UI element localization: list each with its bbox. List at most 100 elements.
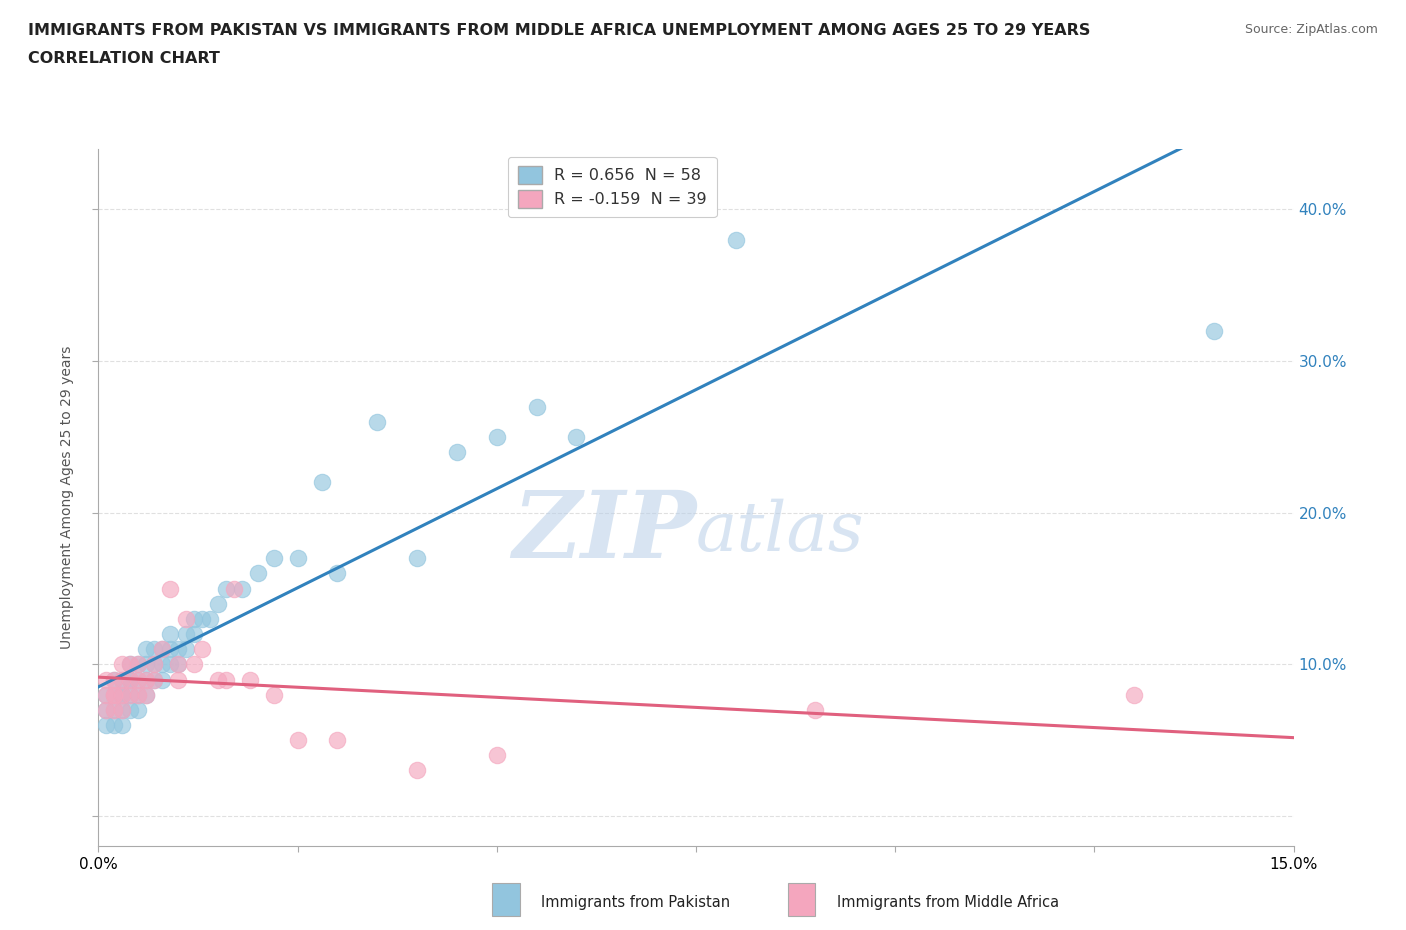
Point (191, 642, 214, 657)
Point (198, 611, 221, 626)
Point (127, 687, 149, 702)
Point (150, 642, 173, 657)
Point (135, 672, 157, 687)
Point (724, 232, 747, 247)
Text: CORRELATION CHART: CORRELATION CHART (28, 51, 219, 66)
Point (287, 733, 309, 748)
Point (207, 596, 229, 611)
Point (150, 657, 173, 671)
Point (120, 672, 142, 687)
Point (103, 687, 125, 702)
Point (111, 657, 134, 671)
Point (239, 672, 262, 687)
Point (111, 702, 134, 717)
Point (222, 581, 245, 596)
Point (485, 748, 508, 763)
Point (287, 551, 309, 565)
Point (159, 627, 181, 642)
Point (120, 672, 142, 687)
Point (167, 657, 190, 671)
Legend: R = 0.656  N = 58, R = -0.159  N = 39: R = 0.656 N = 58, R = -0.159 N = 39 (508, 157, 717, 218)
Point (1202, 324, 1225, 339)
Point (311, 475, 333, 490)
Point (127, 672, 149, 687)
Point (103, 687, 125, 702)
Point (231, 581, 253, 596)
Point (366, 414, 388, 429)
Text: IMMIGRANTS FROM PAKISTAN VS IMMIGRANTS FROM MIDDLE AFRICA UNEMPLOYMENT AMONG AGE: IMMIGRANTS FROM PAKISTAN VS IMMIGRANTS F… (28, 23, 1091, 38)
Point (111, 672, 134, 687)
Point (485, 430, 508, 445)
Point (96, 672, 118, 687)
Point (167, 672, 190, 687)
Point (263, 551, 285, 565)
Point (135, 672, 157, 687)
Point (120, 687, 142, 702)
Point (174, 642, 197, 657)
Text: Immigrants from Pakistan: Immigrants from Pakistan (541, 895, 731, 910)
Point (103, 672, 125, 687)
Point (96, 718, 118, 733)
Point (111, 718, 134, 733)
Point (120, 672, 142, 687)
Y-axis label: Unemployment Among Ages 25 to 29 years: Unemployment Among Ages 25 to 29 years (60, 346, 75, 649)
Point (143, 642, 166, 657)
Point (167, 657, 190, 671)
Point (159, 581, 181, 596)
Point (127, 702, 149, 717)
Point (246, 566, 269, 581)
Point (174, 611, 197, 626)
Point (111, 687, 134, 702)
Text: Source: ZipAtlas.com: Source: ZipAtlas.com (1244, 23, 1378, 36)
Point (191, 611, 214, 626)
Text: ZIP: ZIP (512, 487, 696, 578)
Point (183, 627, 205, 642)
Point (406, 763, 429, 777)
Point (127, 657, 149, 671)
Point (159, 657, 181, 671)
Point (143, 672, 166, 687)
Point (804, 702, 827, 717)
Point (135, 687, 157, 702)
Point (526, 399, 548, 414)
Point (111, 687, 134, 702)
Point (135, 642, 157, 657)
Point (446, 445, 468, 459)
Point (103, 702, 125, 717)
Point (143, 657, 166, 671)
Point (183, 611, 205, 626)
Point (120, 687, 142, 702)
Point (103, 718, 125, 733)
Point (135, 687, 157, 702)
Point (406, 551, 429, 565)
Point (143, 672, 166, 687)
Point (120, 657, 142, 671)
Point (565, 430, 588, 445)
Point (96, 702, 118, 717)
Point (127, 672, 149, 687)
Point (159, 642, 181, 657)
Point (111, 672, 134, 687)
Point (96, 687, 118, 702)
Point (103, 687, 125, 702)
Point (215, 672, 238, 687)
Point (167, 642, 190, 657)
Point (143, 657, 166, 671)
Point (111, 702, 134, 717)
Point (174, 627, 197, 642)
Text: atlas: atlas (696, 499, 865, 565)
Point (1123, 687, 1146, 702)
Point (120, 657, 142, 671)
Point (96, 687, 118, 702)
Point (150, 642, 173, 657)
Point (150, 672, 173, 687)
Point (207, 672, 229, 687)
Point (103, 702, 125, 717)
Point (127, 657, 149, 671)
Point (183, 657, 205, 671)
Point (135, 657, 157, 671)
Point (111, 687, 134, 702)
Point (263, 687, 285, 702)
Point (96, 702, 118, 717)
Point (326, 566, 349, 581)
